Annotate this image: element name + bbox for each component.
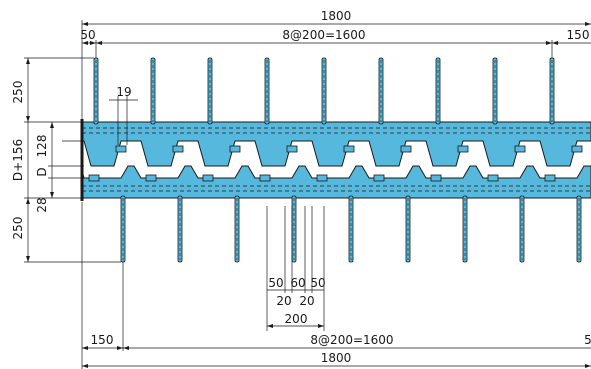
label-60: 60 [290, 276, 305, 290]
label-top-edge-right: 150 [567, 28, 590, 42]
label-top-edge-left: 50 [80, 28, 95, 42]
label-bottom-total: 1800 [321, 351, 352, 365]
hidden-lines [82, 127, 591, 192]
label-d156: D+156 [11, 139, 25, 181]
label-20b: 20 [299, 294, 314, 308]
label-top-total: 1800 [321, 9, 352, 23]
label-top-spacing: 8@200=1600 [282, 28, 365, 42]
label-20a: 20 [276, 294, 291, 308]
label-50b: 50 [310, 276, 325, 290]
label-d: D [35, 167, 49, 176]
label-stud-length-top: 250 [11, 81, 25, 104]
dimension-lines [24, 20, 591, 369]
label-19: 19 [116, 85, 131, 99]
label-200: 200 [285, 312, 308, 326]
label-50a: 50 [268, 276, 283, 290]
label-stud-length-bottom: 250 [11, 217, 25, 240]
web-keys [88, 145, 583, 182]
label-28: 28 [35, 197, 49, 212]
bottom-flange-web [81, 165, 591, 199]
arrowheads [26, 22, 591, 368]
top-flange-web [81, 121, 591, 167]
dimension-labels: 1800 50 8@200=1600 150 150 8@200=1600 5 … [11, 9, 591, 365]
label-bottom-edge-right: 5 [584, 333, 591, 347]
label-bottom-spacing: 8@200=1600 [310, 333, 393, 347]
label-bottom-edge-left: 150 [91, 333, 114, 347]
label-128: 128 [35, 135, 49, 158]
